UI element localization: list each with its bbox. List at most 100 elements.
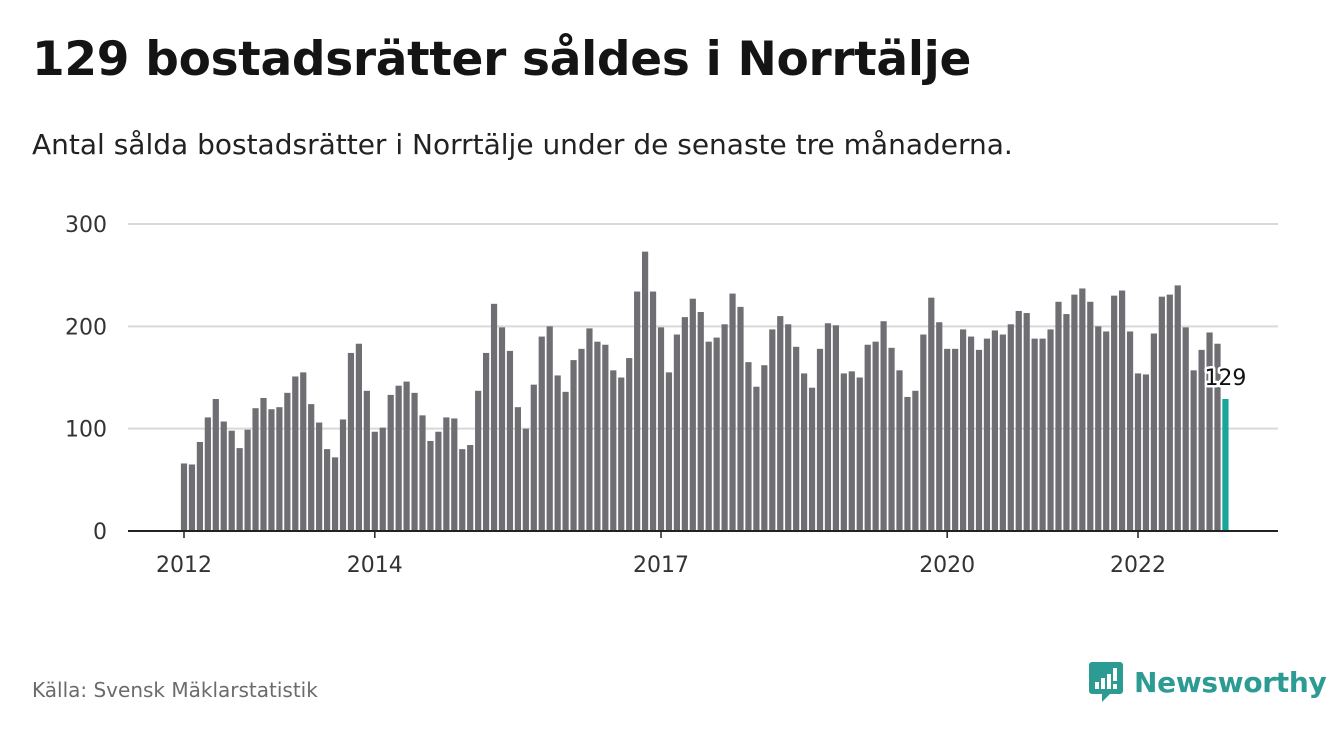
bar — [801, 373, 808, 531]
bar — [1087, 301, 1094, 531]
bar — [713, 337, 720, 531]
bar — [1071, 294, 1078, 531]
bar — [610, 370, 617, 531]
bar — [912, 390, 919, 531]
bar — [443, 417, 450, 531]
bar — [570, 360, 577, 531]
bar — [848, 371, 855, 531]
bar — [1103, 331, 1110, 531]
x-tick-label: 2022 — [1110, 553, 1166, 578]
bar — [236, 448, 243, 531]
bar — [1047, 329, 1054, 531]
bar — [737, 306, 744, 531]
bar-highlight — [1222, 398, 1229, 531]
labels: 0 100 200 300 129 — [65, 213, 1249, 545]
bar — [967, 336, 975, 531]
bar — [379, 427, 386, 531]
bar — [1126, 331, 1134, 531]
bar — [284, 392, 291, 531]
last-value-label: 129 — [1204, 366, 1246, 391]
bar — [626, 358, 633, 531]
bar — [864, 344, 871, 531]
bar — [920, 334, 927, 531]
bar — [753, 386, 760, 531]
bar — [729, 293, 736, 531]
bar — [777, 316, 784, 531]
y-tick-label: 0 — [93, 520, 107, 545]
bar — [689, 298, 696, 531]
bar — [490, 303, 498, 531]
bar — [260, 397, 267, 531]
y-tick-label: 200 — [65, 315, 107, 340]
bar — [1039, 338, 1046, 531]
bar — [721, 324, 728, 531]
bar — [673, 334, 680, 531]
bar — [745, 362, 752, 531]
bar — [618, 377, 625, 531]
bar — [793, 346, 800, 531]
bar-chart: 2012 2014 2017 2020 2022 0 100 200 300 129 — [65, 213, 1278, 578]
bar — [204, 417, 211, 531]
chart-title: 129 bostadsrätter såldes i Norrtälje — [32, 32, 972, 87]
bar — [355, 343, 362, 531]
bar — [928, 297, 935, 531]
bar — [681, 317, 688, 531]
bar — [546, 326, 553, 531]
bar — [896, 370, 903, 531]
bar — [300, 372, 307, 531]
bar — [1095, 326, 1102, 531]
bar — [1063, 314, 1070, 531]
bar — [347, 352, 355, 531]
bar — [991, 330, 998, 531]
bar — [1023, 313, 1030, 531]
x-tick-label: 2012 — [156, 553, 212, 578]
brand-logo: Newsworthy — [1088, 660, 1327, 704]
bar — [483, 352, 490, 531]
bar — [339, 419, 347, 531]
bar — [331, 457, 339, 531]
bar — [538, 336, 545, 531]
y-tick-label: 100 — [65, 418, 107, 443]
x-tick-label: 2017 — [633, 553, 689, 578]
x-tick-label: 2020 — [919, 553, 975, 578]
bar — [999, 334, 1006, 531]
bar — [387, 394, 394, 531]
bar — [308, 404, 315, 531]
bar — [188, 464, 196, 531]
bar — [276, 407, 283, 531]
bar — [419, 415, 426, 531]
bar — [816, 348, 824, 531]
x-axis: 2012 2014 2017 2020 2022 — [128, 530, 1278, 578]
bar — [1142, 374, 1150, 531]
bar — [944, 348, 951, 531]
bar — [769, 329, 776, 531]
bar — [522, 428, 529, 531]
bar — [316, 422, 323, 531]
bar — [530, 384, 537, 531]
bar — [562, 391, 569, 531]
bar — [212, 398, 219, 531]
chart-subtitle: Antal sålda bostadsrätter i Norrtälje un… — [32, 128, 1013, 161]
bar — [952, 348, 959, 531]
bar — [888, 347, 895, 531]
bar — [1198, 349, 1205, 531]
bar — [220, 421, 227, 531]
bar — [1007, 324, 1014, 531]
bar — [498, 327, 506, 531]
bar — [832, 325, 839, 531]
bar — [960, 329, 967, 531]
bar — [594, 341, 601, 531]
bar — [244, 429, 251, 531]
bars — [180, 251, 1229, 531]
newsworthy-logo-icon — [1089, 662, 1123, 702]
bar — [936, 322, 943, 531]
bar — [785, 324, 792, 531]
source-note: Källa: Svensk Mäklarstatistik — [32, 678, 318, 702]
bar — [435, 431, 442, 531]
bar — [840, 373, 847, 531]
bar — [697, 312, 704, 531]
bar — [1055, 301, 1062, 531]
bar — [649, 291, 657, 531]
bar — [1190, 370, 1197, 531]
bar — [475, 390, 482, 531]
